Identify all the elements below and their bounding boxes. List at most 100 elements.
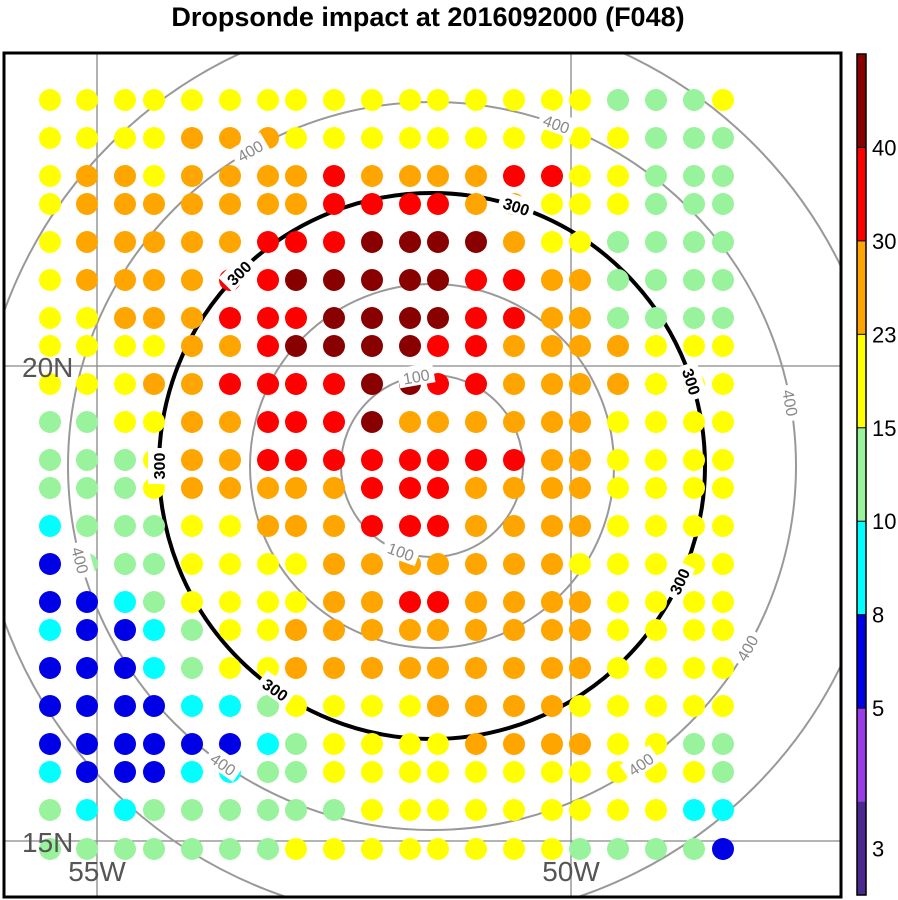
impact-dot bbox=[39, 231, 61, 253]
impact-dot bbox=[427, 411, 449, 433]
impact-dot bbox=[323, 89, 345, 111]
impact-dot bbox=[76, 449, 98, 471]
impact-dot bbox=[181, 231, 203, 253]
impact-dot bbox=[114, 695, 136, 717]
contour-label-text: 100 bbox=[402, 367, 431, 388]
impact-dot bbox=[503, 307, 525, 329]
impact-dot bbox=[257, 799, 279, 821]
colorbar-tick-label: 3 bbox=[872, 836, 884, 861]
impact-dot bbox=[76, 695, 98, 717]
impact-dot bbox=[712, 193, 734, 215]
impact-dot bbox=[143, 269, 165, 291]
impact-dot bbox=[607, 695, 629, 717]
impact-dot bbox=[114, 373, 136, 395]
impact-dot bbox=[541, 165, 563, 187]
colorbar-swatch bbox=[857, 147, 866, 241]
impact-dot bbox=[712, 733, 734, 755]
impact-dot bbox=[39, 761, 61, 783]
impact-dot bbox=[712, 373, 734, 395]
impact-dot bbox=[219, 553, 241, 575]
impact-dot bbox=[399, 127, 421, 149]
impact-dot bbox=[427, 269, 449, 291]
impact-dot bbox=[645, 411, 667, 433]
y-tick-label: 15N bbox=[22, 827, 73, 858]
impact-dot bbox=[143, 411, 165, 433]
impact-dot bbox=[683, 591, 705, 613]
impact-dot bbox=[683, 193, 705, 215]
impact-dot bbox=[361, 619, 383, 641]
impact-dot bbox=[285, 591, 307, 613]
impact-dot bbox=[114, 799, 136, 821]
impact-dot bbox=[361, 411, 383, 433]
impact-dot bbox=[569, 411, 591, 433]
impact-dot bbox=[181, 307, 203, 329]
impact-dot bbox=[569, 553, 591, 575]
impact-dot bbox=[114, 761, 136, 783]
impact-dot bbox=[607, 657, 629, 679]
impact-dot bbox=[143, 335, 165, 357]
impact-dot bbox=[503, 591, 525, 613]
impact-dot bbox=[361, 733, 383, 755]
impact-dot bbox=[143, 553, 165, 575]
impact-dot bbox=[427, 515, 449, 537]
impact-dot bbox=[181, 695, 203, 717]
impact-dot bbox=[285, 477, 307, 499]
impact-dot bbox=[683, 619, 705, 641]
impact-dot bbox=[607, 619, 629, 641]
impact-dot bbox=[285, 515, 307, 537]
impact-dot bbox=[361, 307, 383, 329]
impact-dot bbox=[607, 449, 629, 471]
impact-dot bbox=[285, 733, 307, 755]
impact-dot bbox=[285, 838, 307, 860]
impact-dot bbox=[683, 449, 705, 471]
impact-dot bbox=[219, 591, 241, 613]
impact-dot bbox=[323, 838, 345, 860]
impact-dot bbox=[219, 838, 241, 860]
impact-dot bbox=[181, 449, 203, 471]
impact-dot bbox=[285, 335, 307, 357]
impact-dot bbox=[465, 733, 487, 755]
contour-labels: 1001003003003003003003004004004004004004… bbox=[67, 107, 805, 782]
impact-dot bbox=[361, 373, 383, 395]
impact-dot bbox=[257, 307, 279, 329]
impact-dot bbox=[76, 231, 98, 253]
impact-dot bbox=[181, 477, 203, 499]
impact-dot bbox=[399, 89, 421, 111]
impact-dot bbox=[541, 657, 563, 679]
impact-dot bbox=[712, 838, 734, 860]
impact-dot bbox=[181, 761, 203, 783]
impact-dot bbox=[569, 838, 591, 860]
impact-dot bbox=[219, 89, 241, 111]
impact-dot bbox=[683, 515, 705, 537]
impact-dot bbox=[712, 307, 734, 329]
impact-dot bbox=[323, 165, 345, 187]
impact-dot bbox=[712, 591, 734, 613]
impact-dot bbox=[114, 307, 136, 329]
impact-dot bbox=[143, 515, 165, 537]
impact-dot bbox=[541, 515, 563, 537]
impact-dot bbox=[465, 411, 487, 433]
impact-dot bbox=[39, 799, 61, 821]
impact-dot bbox=[683, 799, 705, 821]
impact-dot bbox=[257, 591, 279, 613]
impact-dot bbox=[323, 231, 345, 253]
impact-dot bbox=[399, 515, 421, 537]
impact-dot bbox=[399, 449, 421, 471]
impact-dot bbox=[541, 477, 563, 499]
impact-dot bbox=[607, 553, 629, 575]
impact-dot bbox=[219, 193, 241, 215]
impact-dot bbox=[465, 761, 487, 783]
impact-dot bbox=[219, 165, 241, 187]
impact-dot bbox=[323, 553, 345, 575]
impact-dot bbox=[645, 799, 667, 821]
impact-dot bbox=[503, 657, 525, 679]
impact-dot bbox=[257, 373, 279, 395]
colorbar: 3 5 8 10 15 23 30 40 bbox=[856, 53, 896, 896]
impact-dot bbox=[39, 449, 61, 471]
colorbar-swatch bbox=[857, 614, 866, 709]
impact-dot bbox=[285, 193, 307, 215]
x-tick-label: 55W bbox=[68, 856, 126, 887]
impact-dot bbox=[683, 733, 705, 755]
impact-dot bbox=[569, 165, 591, 187]
impact-dot bbox=[361, 838, 383, 860]
